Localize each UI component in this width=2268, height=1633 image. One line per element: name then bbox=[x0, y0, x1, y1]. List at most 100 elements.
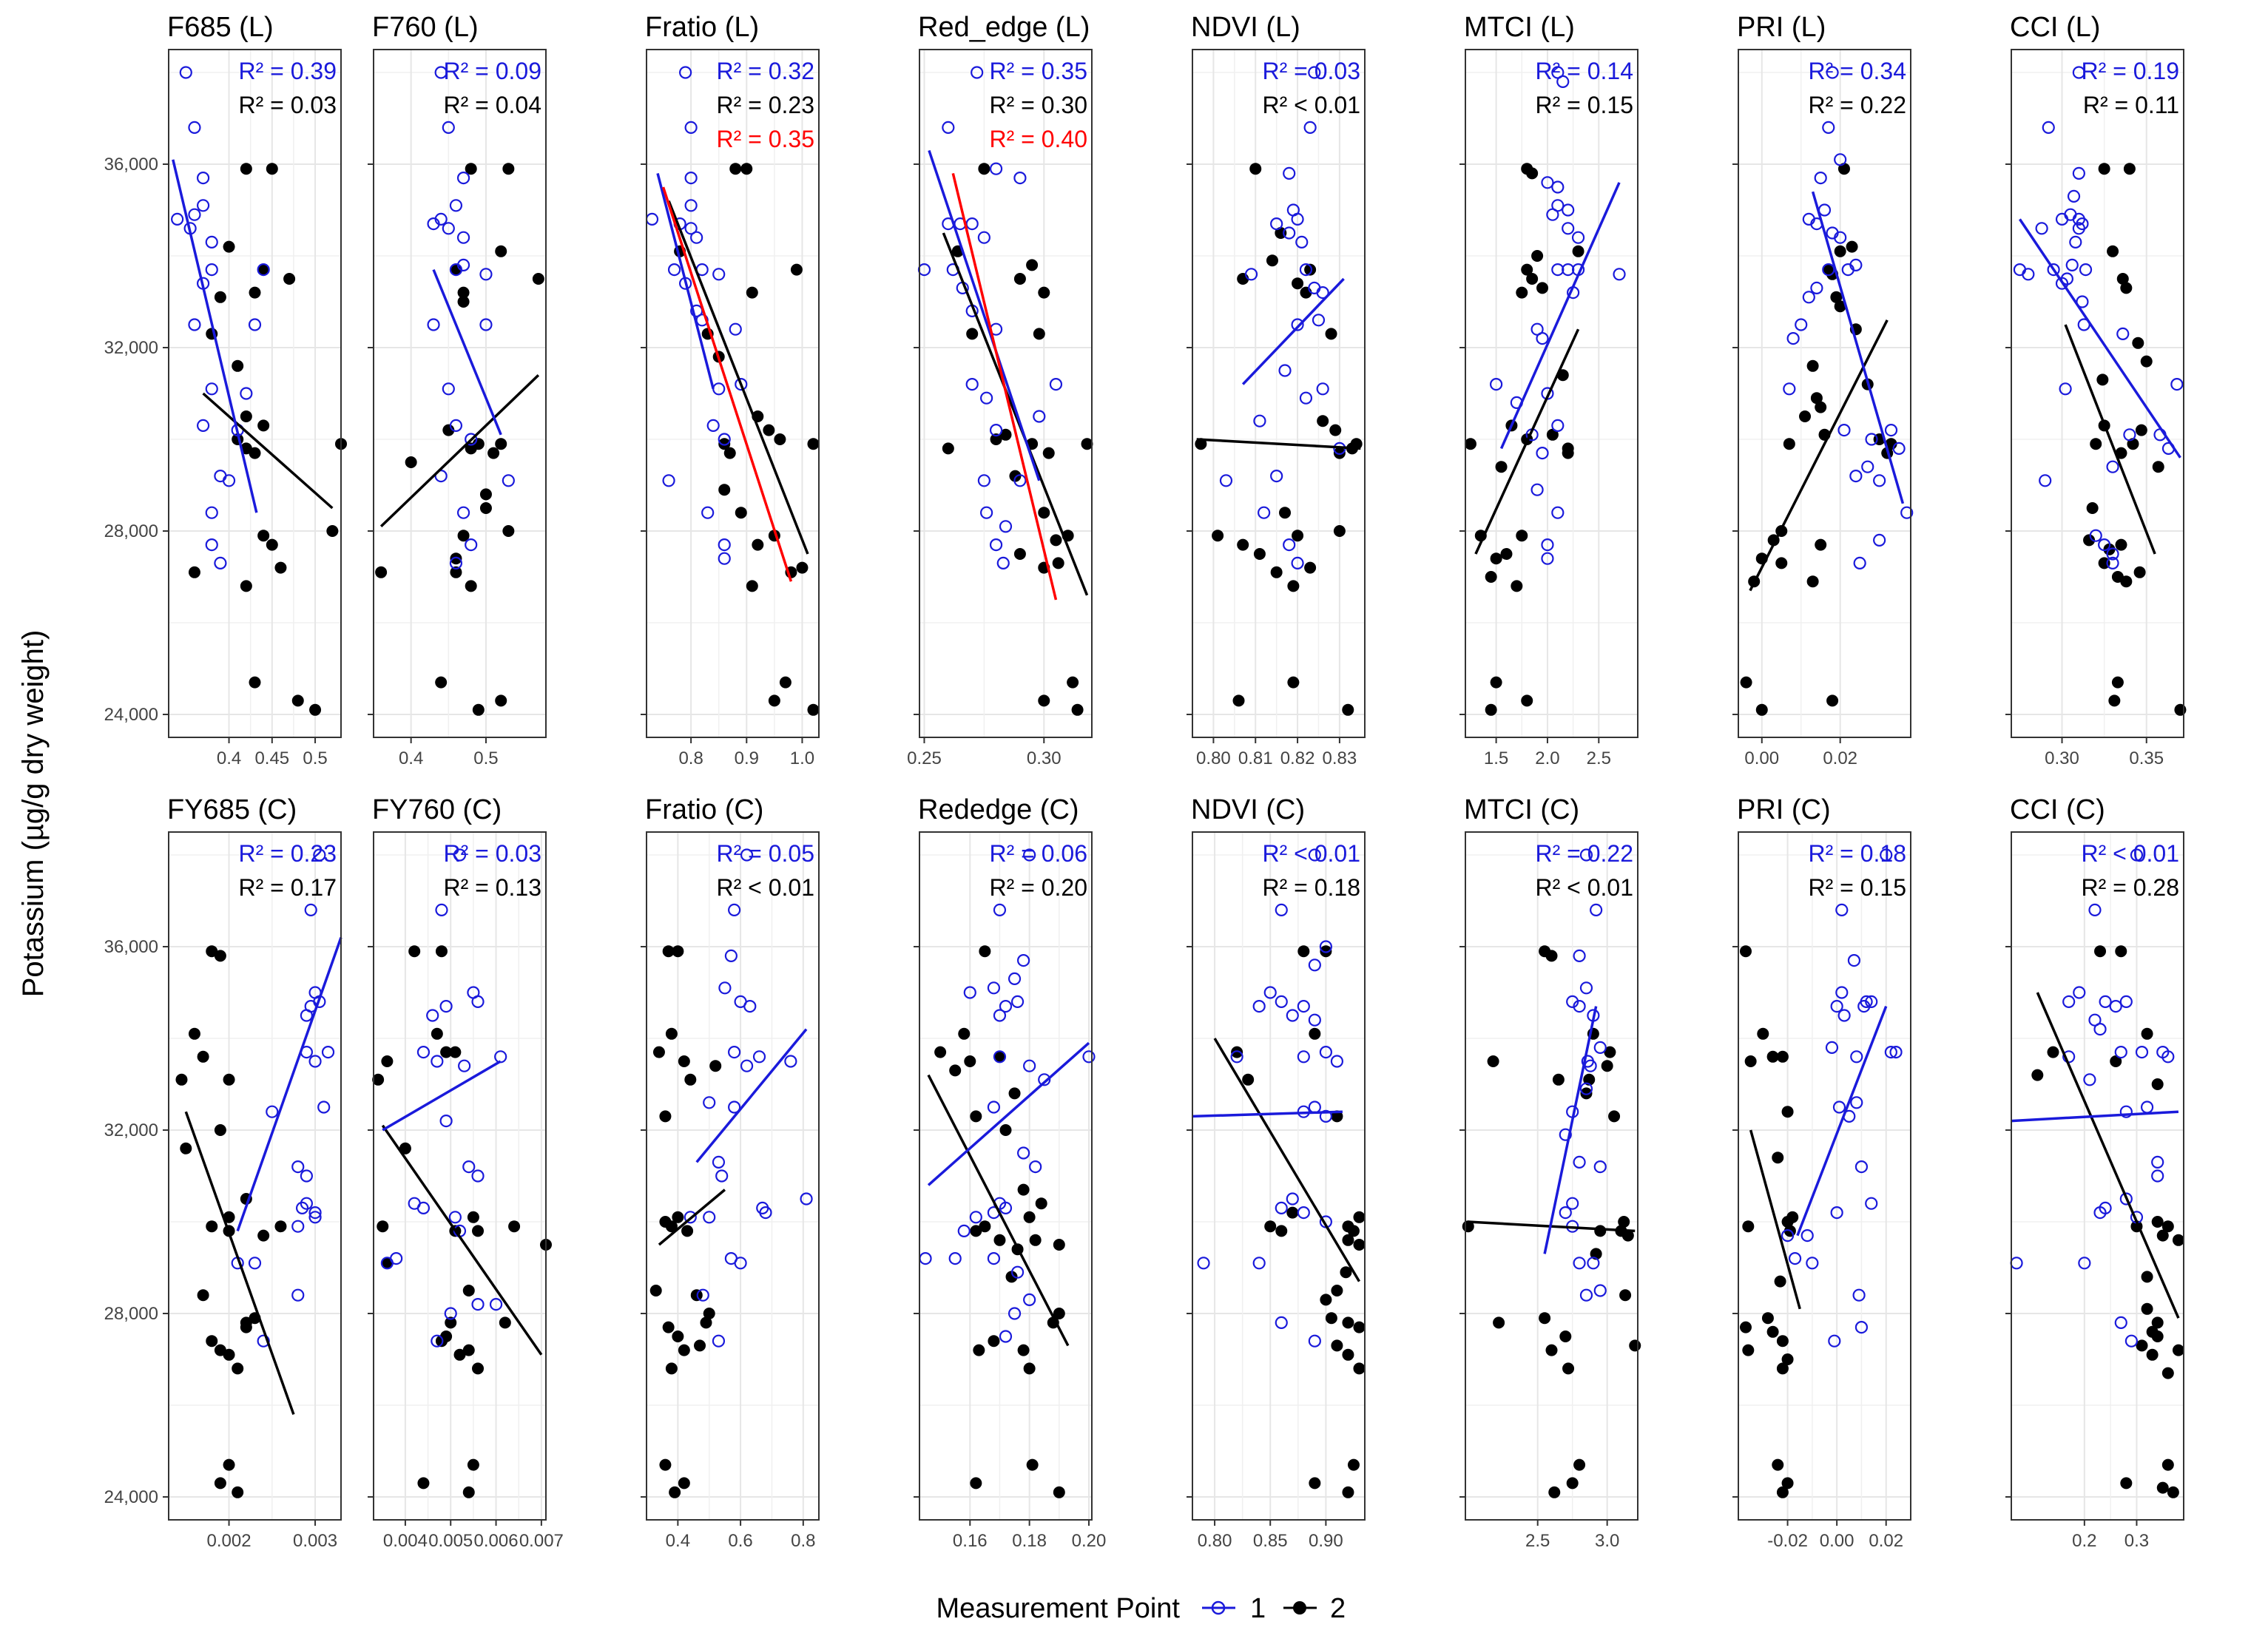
data-point-series-2 bbox=[274, 1220, 287, 1233]
data-point-series-2 bbox=[2156, 1229, 2169, 1242]
panel-frame bbox=[919, 49, 1093, 738]
data-point-series-2 bbox=[1806, 575, 1819, 588]
data-point-series-1 bbox=[1297, 1050, 1310, 1064]
data-point-series-2 bbox=[1834, 245, 1846, 257]
data-point-series-2 bbox=[1053, 1486, 1065, 1498]
x-tick-label: 2.0 bbox=[1535, 748, 1559, 768]
data-point-series-1 bbox=[434, 66, 448, 79]
data-point-series-2 bbox=[1621, 1229, 1634, 1242]
data-point-series-2 bbox=[180, 1142, 192, 1154]
data-point-series-2 bbox=[2161, 1458, 2174, 1471]
data-point-series-2 bbox=[1331, 1110, 1343, 1123]
data-point-series-1 bbox=[701, 506, 715, 519]
data-point-series-1 bbox=[502, 474, 515, 487]
data-point-series-1 bbox=[667, 263, 681, 277]
plot-area bbox=[2011, 50, 2184, 737]
data-point-series-2 bbox=[1013, 548, 1026, 560]
data-point-series-2 bbox=[1539, 1312, 1551, 1325]
r2-label-series-2: R² = 0.13 bbox=[443, 874, 541, 901]
data-point-series-1 bbox=[1008, 1307, 1022, 1320]
data-point-series-2 bbox=[2172, 1344, 2184, 1356]
x-tick-label: 0.02 bbox=[1869, 1531, 1903, 1551]
data-point-series-1 bbox=[435, 903, 448, 917]
data-point-series-1 bbox=[1579, 1288, 1593, 1302]
data-point-series-2 bbox=[457, 296, 470, 308]
data-point-series-2 bbox=[440, 1046, 453, 1058]
x-tick-label: 0.83 bbox=[1323, 748, 1357, 768]
data-point-series-2 bbox=[669, 1486, 681, 1498]
data-point-series-2 bbox=[2094, 945, 2107, 958]
data-point-series-1 bbox=[684, 222, 698, 235]
x-tick-label: 0.00 bbox=[1820, 1531, 1854, 1551]
data-point-series-1 bbox=[800, 1192, 813, 1206]
data-point-series-2 bbox=[2146, 1348, 2159, 1361]
data-point-series-1 bbox=[179, 66, 192, 79]
data-point-series-1 bbox=[1308, 958, 1321, 972]
data-point-series-2 bbox=[1035, 1197, 1047, 1210]
data-point-series-1 bbox=[703, 1211, 716, 1224]
panel-15: PRI (C) R² = 0.18 R² = 0.15 -0.02 0.00 0.02 bbox=[1732, 794, 1911, 1551]
data-point-series-1 bbox=[948, 1251, 962, 1265]
data-point-series-1 bbox=[449, 556, 463, 570]
data-point-series-2 bbox=[1249, 163, 1262, 175]
data-point-series-1 bbox=[2114, 1045, 2127, 1059]
data-point-series-2 bbox=[1287, 676, 1300, 689]
data-point-series-1 bbox=[1299, 391, 1313, 405]
data-point-series-2 bbox=[970, 1110, 982, 1123]
data-point-series-2 bbox=[1042, 447, 1055, 459]
r2-label-series-1: R² < 0.01 bbox=[2081, 840, 2179, 867]
data-point-series-1 bbox=[729, 322, 742, 336]
data-point-series-2 bbox=[1601, 1060, 1613, 1072]
data-point-series-2 bbox=[1331, 1285, 1343, 1296]
panel-frame bbox=[1192, 49, 1366, 738]
data-point-series-2 bbox=[2115, 447, 2127, 459]
data-point-series-1 bbox=[2039, 474, 2052, 487]
data-point-series-2 bbox=[700, 1316, 712, 1329]
data-point-series-2 bbox=[1353, 1362, 1366, 1375]
data-point-series-2 bbox=[1761, 1312, 1774, 1325]
data-point-series-2 bbox=[408, 945, 421, 958]
data-point-series-1 bbox=[1308, 848, 1321, 862]
data-point-series-1 bbox=[1029, 1160, 1042, 1174]
data-point-series-1 bbox=[248, 1257, 262, 1270]
data-point-series-1 bbox=[712, 1155, 726, 1169]
data-point-series-2 bbox=[1493, 1316, 1505, 1329]
panel-6: MTCI (L) R² = 0.14 R² = 0.15 1.5 2.0 2.5 bbox=[1459, 12, 1638, 768]
data-point-series-2 bbox=[1757, 1027, 1769, 1040]
data-point-series-1 bbox=[291, 1220, 305, 1233]
data-point-series-1 bbox=[718, 981, 732, 995]
panel-title: CCI (L) bbox=[2010, 12, 2100, 43]
data-point-series-2 bbox=[1050, 534, 1062, 547]
data-point-series-1 bbox=[993, 1050, 1007, 1064]
data-point-series-2 bbox=[472, 1362, 485, 1375]
data-point-series-2 bbox=[2110, 1055, 2122, 1067]
data-point-series-1 bbox=[1835, 903, 1849, 917]
data-point-series-1 bbox=[2161, 1050, 2175, 1064]
data-point-series-2 bbox=[779, 676, 792, 689]
r2-label-series-2: R² = 0.28 bbox=[2081, 874, 2179, 901]
data-point-series-2 bbox=[949, 1064, 962, 1077]
data-point-series-2 bbox=[999, 1124, 1012, 1136]
data-point-series-2 bbox=[723, 447, 736, 459]
regression-line-series-2 bbox=[379, 373, 540, 528]
data-point-series-2 bbox=[1755, 703, 1768, 716]
data-point-series-1 bbox=[735, 377, 748, 391]
data-point-series-1 bbox=[2135, 1045, 2149, 1059]
data-point-series-2 bbox=[2115, 538, 2127, 551]
plot-area bbox=[2011, 832, 2184, 1520]
data-point-series-2 bbox=[1846, 240, 1858, 253]
data-point-series-1 bbox=[1291, 556, 1304, 570]
data-point-series-2 bbox=[703, 1308, 715, 1319]
data-point-series-2 bbox=[405, 456, 417, 468]
data-point-series-1 bbox=[295, 1201, 309, 1215]
data-point-series-1 bbox=[1559, 1206, 1572, 1220]
data-point-series-1 bbox=[1828, 1334, 1841, 1348]
data-point-series-2 bbox=[2140, 355, 2153, 368]
plot-area bbox=[919, 832, 1092, 1520]
data-point-series-2 bbox=[1309, 1477, 1321, 1490]
data-point-series-1 bbox=[1573, 949, 1586, 963]
data-point-series-2 bbox=[472, 703, 485, 716]
x-tick-label: 0.5 bbox=[473, 748, 498, 768]
panel-title: CCI (C) bbox=[2010, 794, 2105, 825]
data-point-series-2 bbox=[232, 359, 244, 372]
